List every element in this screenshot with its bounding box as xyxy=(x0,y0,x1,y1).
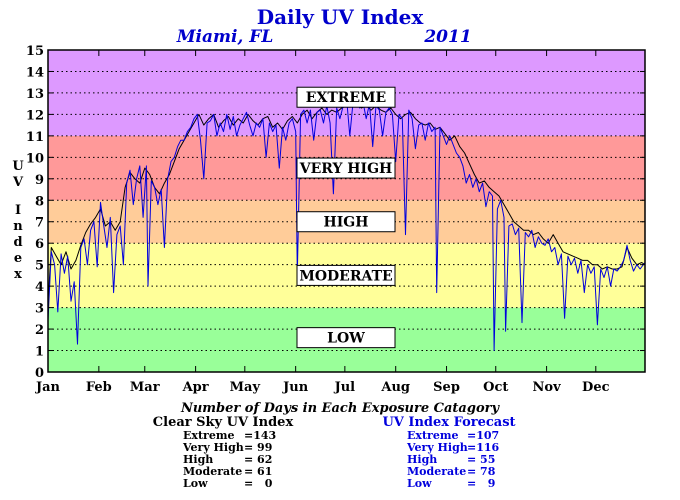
forecast-row-value: = 55 xyxy=(467,453,495,466)
chart-subtitle-year: 2011 xyxy=(423,27,471,47)
forecast-row-label: Low xyxy=(407,477,432,490)
clear-sky-row-value: = 0 xyxy=(244,477,273,490)
forecast-title: UV Index Forecast xyxy=(382,415,515,430)
y-tick-label: 9 xyxy=(35,173,44,188)
y-tick-label: 11 xyxy=(26,130,44,145)
clear-sky-row-label: High xyxy=(183,453,213,466)
band-label-extreme: EXTREME xyxy=(306,90,386,106)
band-label-box-high xyxy=(296,211,396,233)
x-tick-label: Jan xyxy=(35,380,61,395)
x-tick-label: Jul xyxy=(334,380,356,395)
clear-sky-row-value: = 99 xyxy=(244,441,272,454)
clear-sky-row-label: Low xyxy=(183,477,208,490)
y-tick-label: 7 xyxy=(35,216,44,231)
band-label-box-low xyxy=(296,327,396,349)
x-tick-label: Oct xyxy=(483,380,508,395)
band-label-very-high: VERY HIGH xyxy=(299,161,393,177)
y-tick-label: 5 xyxy=(35,259,44,274)
forecast-row-value: =107 xyxy=(467,429,499,442)
clear-sky-row-label: Extreme xyxy=(183,429,234,442)
band-label-moderate: MODERATE xyxy=(299,268,392,284)
x-tick-label: Jun xyxy=(282,380,309,395)
y-tick-label: 6 xyxy=(35,237,44,252)
y-tick-label: 3 xyxy=(35,302,44,317)
band-label-low: LOW xyxy=(327,331,365,347)
y-tick-label: 0 xyxy=(35,366,44,381)
band-labels: LOW MODERATE HIGH VERY HIGH EXTREME xyxy=(296,86,396,349)
x-tick-label: Mar xyxy=(130,380,160,395)
band-label-box-moderate xyxy=(296,264,396,286)
x-tick-label: Nov xyxy=(533,380,562,395)
forecast-row-value: = 9 xyxy=(467,477,495,490)
clear-sky-row-value: = 61 xyxy=(244,465,272,478)
y-tick-label: 14 xyxy=(26,65,44,80)
x-tick-label: May xyxy=(230,380,261,395)
x-axis-ticks: Jan Feb Mar Apr May Jun Jul Aug Sep Oct Nov Dec xyxy=(35,50,610,395)
y-tick-label: 1 xyxy=(35,345,44,360)
y-tick-label: 13 xyxy=(26,87,44,102)
chart-subtitle-location: Miami, FL xyxy=(176,27,274,47)
y-tick-label: 8 xyxy=(35,194,44,209)
y-tick-label: 15 xyxy=(26,44,44,59)
forecast-row-value: =116 xyxy=(467,441,500,454)
x-tick-label: Aug xyxy=(380,380,410,395)
y-tick-label: 12 xyxy=(26,108,44,123)
x-tick-label: Apr xyxy=(182,380,209,395)
y-tick-label: 2 xyxy=(35,323,44,338)
forecast-row-label: Moderate xyxy=(407,465,466,478)
chart-title: Daily UV Index xyxy=(257,5,425,29)
band-label-box-very-high xyxy=(296,157,396,179)
y-tick-label: 10 xyxy=(26,151,44,166)
clear-sky-row-value: = 62 xyxy=(244,453,272,466)
grid-lines xyxy=(48,70,645,352)
clear-sky-row-label: Moderate xyxy=(183,465,242,478)
plot-frame xyxy=(47,49,646,373)
band-label-high: HIGH xyxy=(324,215,369,231)
forecast-row-label: High xyxy=(407,453,437,466)
forecast-row-label: Very High xyxy=(406,441,468,454)
band-label-box-extreme xyxy=(296,86,396,108)
counts-title: Number of Days in Each Exposure Catagory xyxy=(180,401,500,416)
clear-sky-row-value: =143 xyxy=(244,429,276,442)
x-tick-label: Dec xyxy=(582,380,610,395)
forecast-row-label: Extreme xyxy=(407,429,458,442)
clear-sky-title: Clear Sky UV Index xyxy=(153,415,294,430)
x-tick-label: Sep xyxy=(433,380,460,395)
x-tick-label: Feb xyxy=(86,380,112,395)
clear-sky-row-label: Very High xyxy=(182,441,244,454)
y-tick-label: 4 xyxy=(35,280,44,295)
forecast-row-value: = 78 xyxy=(467,465,496,478)
